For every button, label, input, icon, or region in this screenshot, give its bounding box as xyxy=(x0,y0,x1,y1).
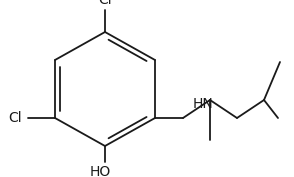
Text: HO: HO xyxy=(89,165,111,177)
Text: Cl: Cl xyxy=(8,111,22,125)
Text: Cl: Cl xyxy=(98,0,112,7)
Text: HN: HN xyxy=(193,97,214,111)
